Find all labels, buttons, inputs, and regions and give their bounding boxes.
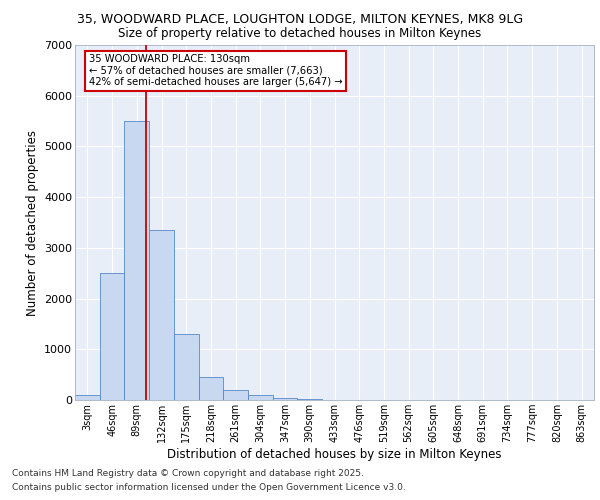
Text: 35 WOODWARD PLACE: 130sqm
← 57% of detached houses are smaller (7,663)
42% of se: 35 WOODWARD PLACE: 130sqm ← 57% of detac… bbox=[89, 54, 342, 88]
Bar bbox=[100, 273, 124, 400]
Bar bbox=[174, 334, 199, 400]
Bar bbox=[149, 230, 174, 400]
Text: Contains HM Land Registry data © Crown copyright and database right 2025.: Contains HM Land Registry data © Crown c… bbox=[12, 468, 364, 477]
Text: 35, WOODWARD PLACE, LOUGHTON LODGE, MILTON KEYNES, MK8 9LG: 35, WOODWARD PLACE, LOUGHTON LODGE, MILT… bbox=[77, 12, 523, 26]
Y-axis label: Number of detached properties: Number of detached properties bbox=[26, 130, 38, 316]
Bar bbox=[273, 398, 298, 400]
Bar bbox=[199, 377, 223, 400]
Text: Size of property relative to detached houses in Milton Keynes: Size of property relative to detached ho… bbox=[118, 28, 482, 40]
Bar bbox=[223, 390, 248, 400]
Bar bbox=[75, 395, 100, 400]
X-axis label: Distribution of detached houses by size in Milton Keynes: Distribution of detached houses by size … bbox=[167, 448, 502, 461]
Bar bbox=[124, 121, 149, 400]
Text: Contains public sector information licensed under the Open Government Licence v3: Contains public sector information licen… bbox=[12, 484, 406, 492]
Bar bbox=[248, 396, 273, 400]
